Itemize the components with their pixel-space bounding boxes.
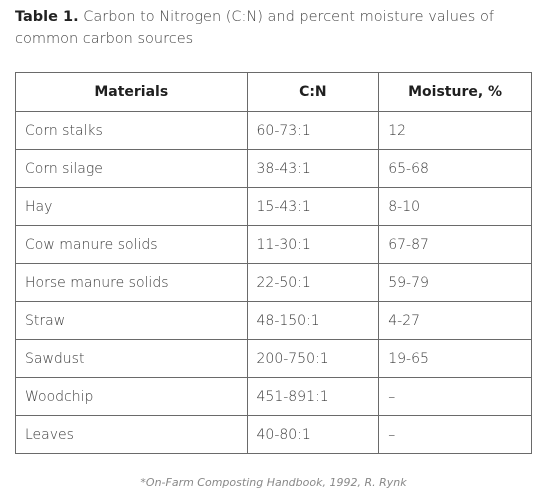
cell-moisture: – [378,377,532,416]
cell-moisture: 4-27 [378,301,532,340]
table-caption-text: Carbon to Nitrogen (C:N) and percent moi… [15,9,494,47]
table-row: Horse manure solids 22-50:1 59-79 [15,263,532,302]
cell-moisture: 59-79 [378,263,532,302]
cell-cn: 11-30:1 [246,225,380,264]
cell-material: Hay [15,187,248,226]
cell-moisture: 12 [378,111,532,150]
cell-moisture: 8-10 [378,187,532,226]
table-caption-label: Table 1. [15,9,79,25]
cell-moisture: 67-87 [378,225,532,264]
table-row: Woodchip 451-891:1 – [15,377,532,416]
cell-material: Horse manure solids [15,263,248,302]
cell-material: Sawdust [15,339,248,378]
cell-cn: 451-891:1 [246,377,380,416]
cell-material: Woodchip [15,377,248,416]
table-row: Corn silage 38-43:1 65-68 [15,149,532,188]
cell-moisture: 19-65 [378,339,532,378]
table-row: Straw 48-150:1 4-27 [15,301,532,340]
cell-material: Straw [15,301,248,340]
table-row: Hay 15-43:1 8-10 [15,187,532,226]
cell-material: Corn silage [15,149,248,188]
header-cn: C:N [246,72,380,112]
cell-cn: 200-750:1 [246,339,380,378]
cell-cn: 48-150:1 [246,301,380,340]
table-row: Corn stalks 60-73:1 12 [15,111,532,150]
source-footnote: *On-Farm Composting Handbook, 1992, R. R… [140,476,407,489]
cell-cn: 60-73:1 [246,111,380,150]
cell-moisture: – [378,415,532,454]
cell-cn: 38-43:1 [246,149,380,188]
cell-material: Corn stalks [15,111,248,150]
table-caption: Table 1. Carbon to Nitrogen (C:N) and pe… [15,6,535,50]
header-materials: Materials [15,72,248,112]
table-row: Leaves 40-80:1 – [15,415,532,454]
table-header-row: Materials C:N Moisture, % [15,72,532,112]
cell-moisture: 65-68 [378,149,532,188]
cn-moisture-table: Materials C:N Moisture, % Corn stalks 60… [15,72,532,454]
cell-material: Cow manure solids [15,225,248,264]
cell-material: Leaves [15,415,248,454]
header-moisture: Moisture, % [378,72,532,112]
cell-cn: 15-43:1 [246,187,380,226]
cell-cn: 40-80:1 [246,415,380,454]
table-row: Sawdust 200-750:1 19-65 [15,339,532,378]
table-row: Cow manure solids 11-30:1 67-87 [15,225,532,264]
cell-cn: 22-50:1 [246,263,380,302]
